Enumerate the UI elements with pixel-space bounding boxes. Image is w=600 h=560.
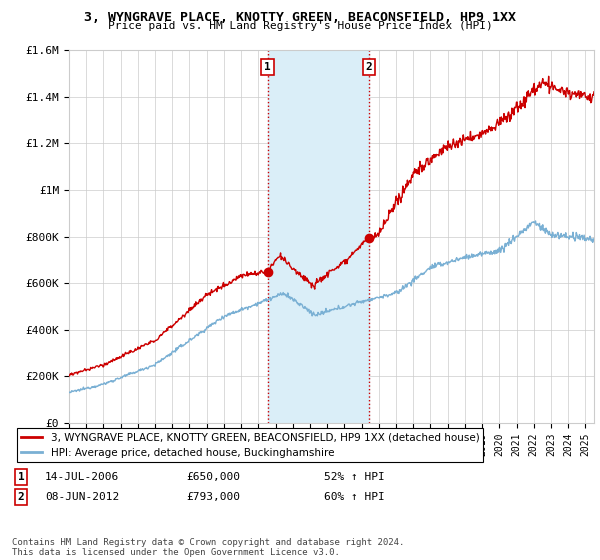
Text: Contains HM Land Registry data © Crown copyright and database right 2024.
This d: Contains HM Land Registry data © Crown c… — [12, 538, 404, 557]
Text: 52% ↑ HPI: 52% ↑ HPI — [324, 472, 385, 482]
Text: 1: 1 — [17, 472, 25, 482]
Text: 2: 2 — [17, 492, 25, 502]
Text: 3, WYNGRAVE PLACE, KNOTTY GREEN, BEACONSFIELD, HP9 1XX: 3, WYNGRAVE PLACE, KNOTTY GREEN, BEACONS… — [84, 11, 516, 24]
Text: Price paid vs. HM Land Registry's House Price Index (HPI): Price paid vs. HM Land Registry's House … — [107, 21, 493, 31]
Text: 1: 1 — [264, 62, 271, 72]
Text: 08-JUN-2012: 08-JUN-2012 — [45, 492, 119, 502]
Text: 60% ↑ HPI: 60% ↑ HPI — [324, 492, 385, 502]
Text: 14-JUL-2006: 14-JUL-2006 — [45, 472, 119, 482]
Text: 2: 2 — [366, 62, 373, 72]
Text: £793,000: £793,000 — [186, 492, 240, 502]
Legend: 3, WYNGRAVE PLACE, KNOTTY GREEN, BEACONSFIELD, HP9 1XX (detached house), HPI: Av: 3, WYNGRAVE PLACE, KNOTTY GREEN, BEACONS… — [17, 428, 484, 461]
Bar — [268, 50, 369, 423]
Text: £650,000: £650,000 — [186, 472, 240, 482]
